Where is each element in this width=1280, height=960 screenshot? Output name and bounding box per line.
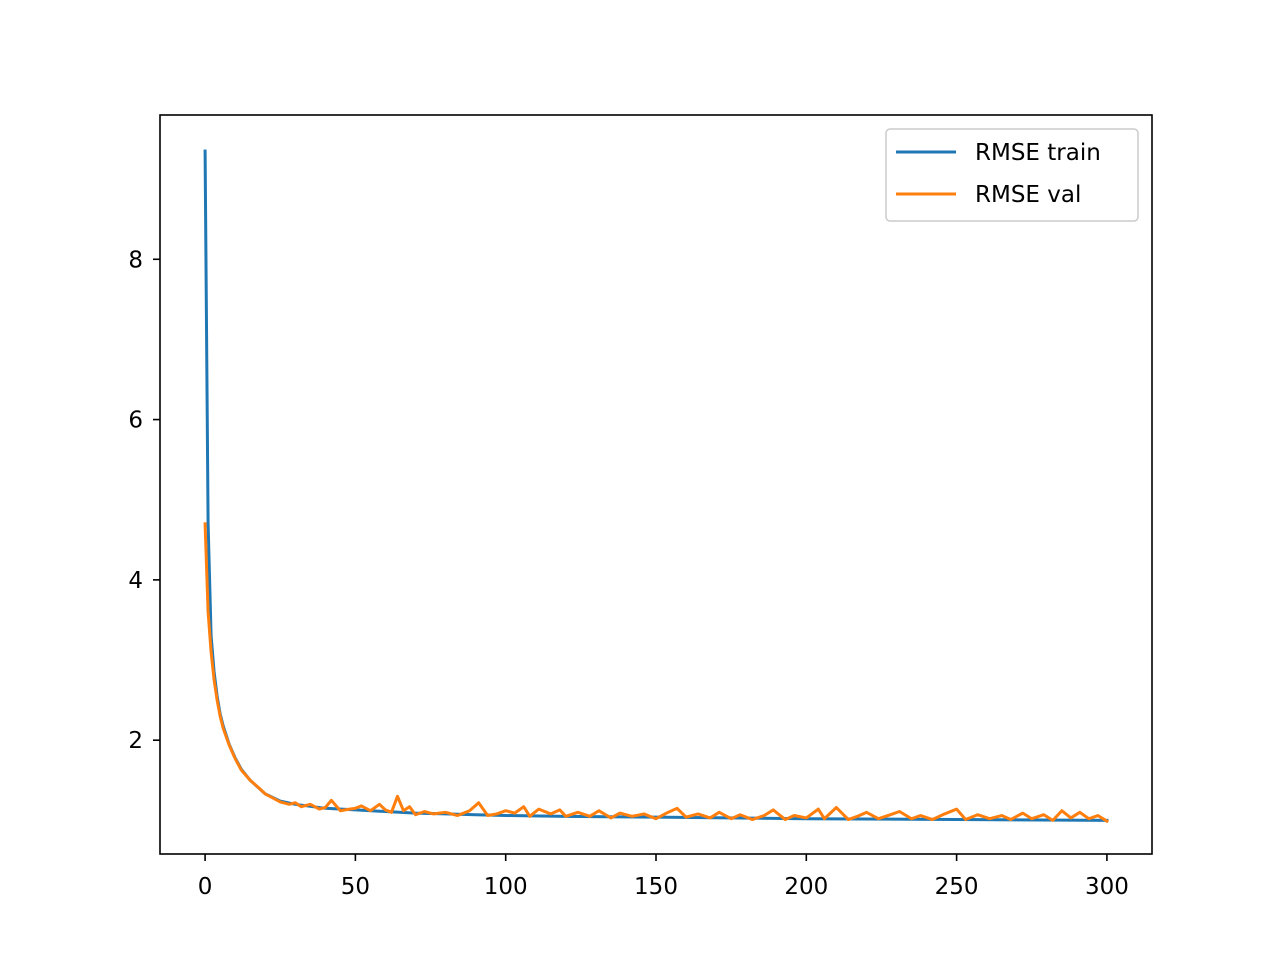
x-tick-label: 50 bbox=[341, 874, 370, 900]
x-tick-label: 100 bbox=[484, 874, 528, 900]
y-axis: 2 4 6 8 bbox=[128, 247, 160, 754]
legend-label-train: RMSE train bbox=[975, 140, 1101, 166]
legend: RMSE train RMSE val bbox=[885, 128, 1139, 222]
x-tick-label: 300 bbox=[1085, 874, 1129, 900]
legend-label-val: RMSE val bbox=[975, 182, 1081, 208]
y-tick-label: 6 bbox=[128, 408, 143, 434]
x-tick-label: 150 bbox=[634, 874, 678, 900]
x-tick-label: 200 bbox=[784, 874, 828, 900]
x-tick-label: 250 bbox=[935, 874, 979, 900]
x-axis: 0 50 100 150 200 250 300 bbox=[198, 854, 1129, 900]
y-tick-label: 2 bbox=[128, 728, 143, 754]
y-tick-label: 8 bbox=[128, 247, 143, 273]
series-line-val bbox=[203, 522, 1109, 824]
y-tick-label: 4 bbox=[128, 568, 143, 594]
series-layer bbox=[203, 149, 1109, 824]
x-tick-label: 0 bbox=[198, 874, 213, 900]
